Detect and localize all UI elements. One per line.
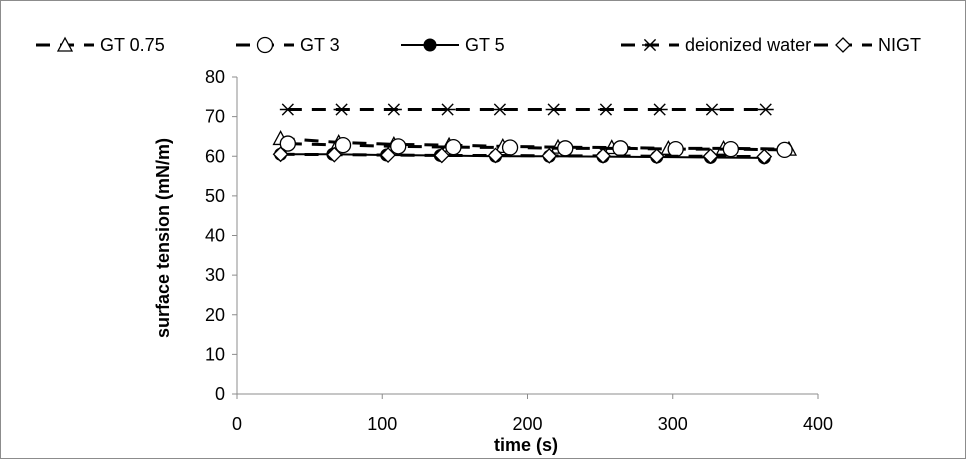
legend-label: deionized water bbox=[685, 35, 811, 55]
legend-marker bbox=[642, 38, 658, 52]
data-point bbox=[390, 138, 407, 155]
data-point bbox=[501, 139, 519, 156]
data-point bbox=[722, 140, 739, 158]
data-point bbox=[380, 147, 396, 163]
legend-entry-2: GT 5 bbox=[401, 35, 505, 55]
data-point bbox=[612, 140, 629, 157]
data-point bbox=[334, 137, 352, 154]
x-tick-label: 100 bbox=[367, 414, 397, 434]
y-tick-label: 80 bbox=[205, 67, 225, 87]
y-tick-label: 10 bbox=[205, 344, 225, 364]
x-axis-title: time (s) bbox=[494, 435, 558, 455]
data-point bbox=[595, 147, 611, 164]
series-1 bbox=[279, 135, 793, 159]
x-tick-label: 300 bbox=[658, 414, 688, 434]
y-tick-label: 40 bbox=[205, 226, 225, 246]
legend-entry-3: deionized water bbox=[621, 35, 811, 55]
x-tick-label: 0 bbox=[232, 414, 242, 434]
data-point bbox=[557, 140, 574, 157]
data-point bbox=[333, 103, 350, 116]
data-point bbox=[702, 148, 719, 165]
y-tick-label: 30 bbox=[205, 265, 225, 285]
x-tick-label: 200 bbox=[512, 414, 542, 434]
data-point bbox=[279, 103, 296, 116]
legend-marker bbox=[256, 36, 274, 54]
data-point bbox=[491, 103, 508, 116]
data-point bbox=[487, 147, 504, 164]
x-tick-label: 400 bbox=[803, 414, 833, 434]
data-point bbox=[433, 147, 450, 164]
data-point bbox=[279, 135, 296, 152]
series-4 bbox=[272, 146, 773, 165]
data-point bbox=[326, 146, 343, 163]
legend-marker bbox=[56, 36, 74, 52]
data-point bbox=[445, 138, 462, 156]
legend-marker bbox=[423, 38, 437, 52]
data-point bbox=[541, 147, 558, 164]
y-tick-label: 70 bbox=[205, 107, 225, 127]
data-point bbox=[597, 103, 614, 116]
data-point bbox=[651, 103, 668, 116]
legend-label: GT 5 bbox=[465, 35, 505, 55]
data-point bbox=[756, 148, 773, 165]
data-point bbox=[545, 103, 562, 116]
legend-entry-4: NIGT bbox=[814, 35, 921, 55]
data-point bbox=[648, 148, 665, 165]
data-point bbox=[439, 103, 456, 116]
data-point bbox=[757, 103, 774, 116]
data-point bbox=[272, 146, 289, 163]
legend-label: GT 3 bbox=[300, 35, 340, 55]
series-3 bbox=[279, 103, 774, 116]
legend: GT 0.75 GT 3 GT 5 deionized water NIGT bbox=[36, 35, 921, 55]
legend-entry-1: GT 3 bbox=[236, 35, 340, 55]
y-tick-label: 0 bbox=[215, 384, 225, 404]
data-point bbox=[703, 103, 720, 116]
series-0 bbox=[272, 130, 798, 156]
data-point bbox=[776, 141, 793, 159]
series-line bbox=[280, 152, 765, 159]
y-tick-label: 50 bbox=[205, 186, 225, 206]
legend-marker bbox=[835, 37, 851, 53]
series-line bbox=[287, 142, 785, 152]
axes: 0 10 20 30 40 50 60 70 80 0 100 200 300 400 bbox=[205, 67, 833, 434]
y-tick-label: 20 bbox=[205, 305, 225, 325]
data-point bbox=[667, 140, 684, 158]
legend-label: GT 0.75 bbox=[100, 35, 165, 55]
y-axis-title: surface tension (mN/m) bbox=[153, 138, 173, 338]
legend-label: NIGT bbox=[878, 35, 921, 55]
plot-area bbox=[272, 103, 798, 165]
legend-entry-0: GT 0.75 bbox=[36, 35, 165, 55]
data-point bbox=[385, 103, 402, 116]
y-tick-label: 60 bbox=[205, 146, 225, 166]
